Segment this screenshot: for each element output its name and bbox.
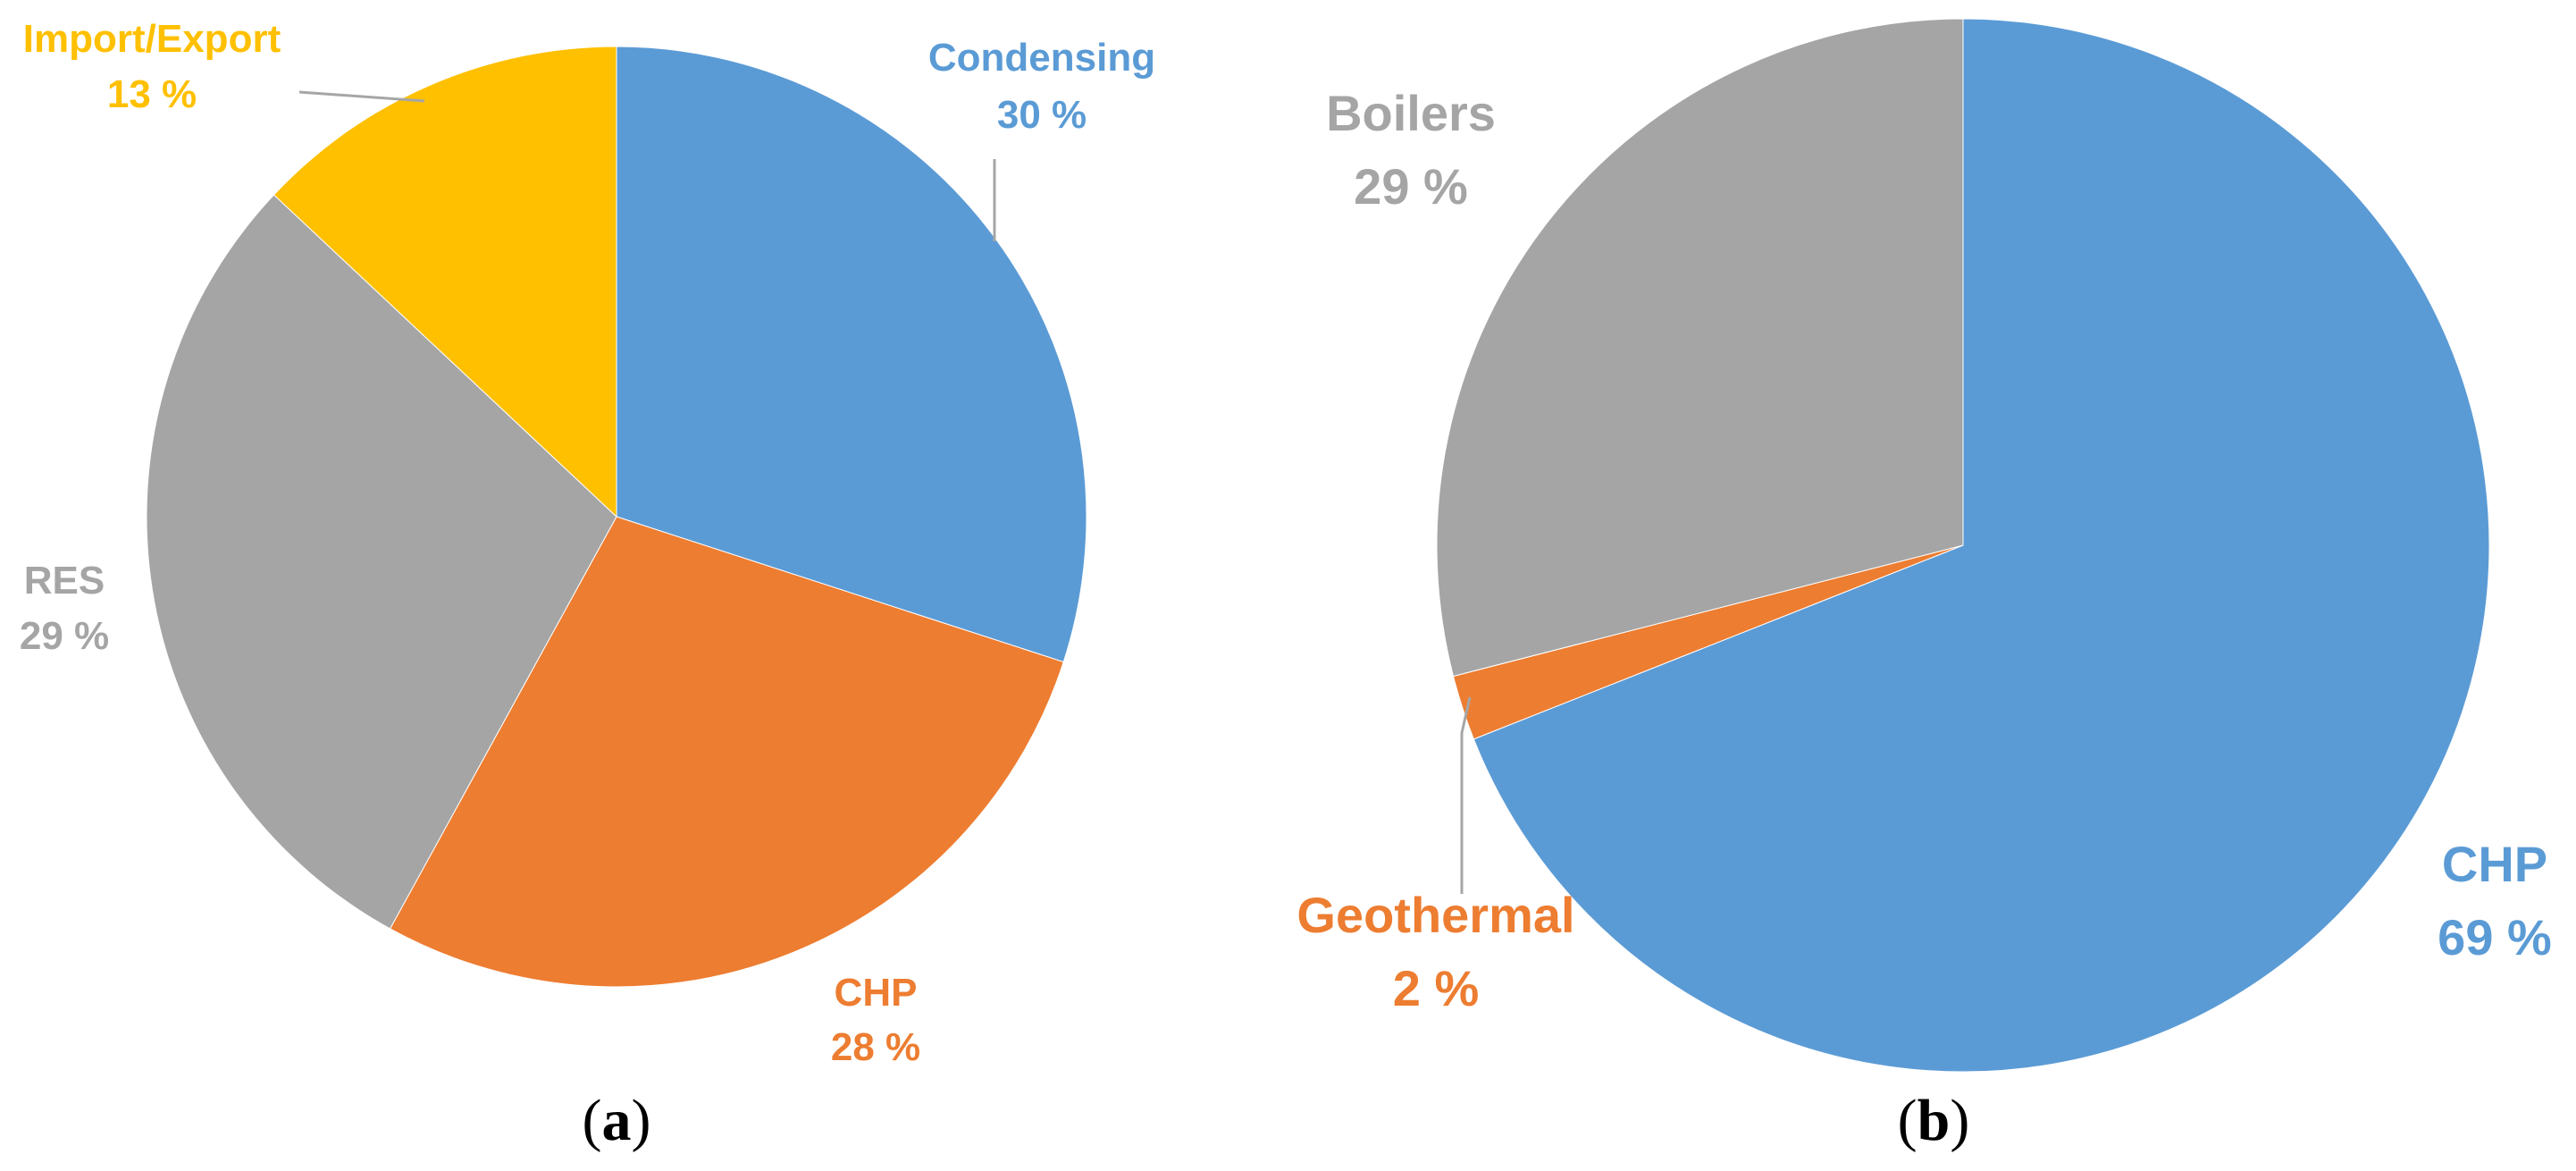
pie-slice-boilers-b <box>1436 18 1964 678</box>
pie-a-leader-lines <box>298 90 996 241</box>
pie-b-labels: CHP 69 % Geothermal 2 % Boilers 29 % <box>1296 85 2551 1016</box>
pie-b-slices <box>1436 18 2490 1073</box>
pie-slice-chp-b <box>1473 18 2490 1073</box>
panel-letter-b: b <box>1917 1088 1951 1153</box>
slice-value-chp-a: 28 % <box>831 1025 920 1069</box>
leader-line-import-export <box>298 90 425 103</box>
slice-label-condensing: Condensing <box>928 36 1155 80</box>
pie-b-leader-lines <box>1460 696 1472 894</box>
pie-slice-import-export-a <box>273 46 617 518</box>
pie-chart-a: Condensing 30 % CHP 28 % RES 29 % Import… <box>20 17 1155 1153</box>
panel-caption-b: (b) <box>1898 1088 1970 1153</box>
slice-label-chp-b: CHP <box>2442 836 2547 892</box>
slice-label-res: RES <box>24 559 105 602</box>
slice-value-condensing: 30 % <box>997 93 1087 137</box>
leader-line-geothermal <box>1460 696 1472 894</box>
slice-value-chp-b: 69 % <box>2438 909 2552 965</box>
slice-label-chp-a: CHP <box>835 971 918 1015</box>
pie-chart-b: CHP 69 % Geothermal 2 % Boilers 29 % (b) <box>1296 18 2552 1153</box>
panel-letter-a: a <box>602 1088 632 1153</box>
panel-caption-a: (a) <box>583 1088 651 1153</box>
pie-slice-condensing-a <box>616 46 1087 663</box>
slice-value-geothermal: 2 % <box>1393 960 1480 1016</box>
slice-label-import-export: Import/Export <box>23 17 281 61</box>
pie-slice-chp-a <box>389 516 1064 988</box>
pie-a-labels: Condensing 30 % CHP 28 % RES 29 % Import… <box>20 17 1155 1069</box>
slice-label-geothermal: Geothermal <box>1296 887 1574 943</box>
pie-a-slices <box>146 46 1087 988</box>
slice-label-boilers: Boilers <box>1326 85 1496 141</box>
slice-value-boilers: 29 % <box>1354 158 1468 215</box>
slice-value-import-export: 13 % <box>107 72 197 116</box>
slice-value-res: 29 % <box>20 614 109 658</box>
pie-slice-res-a <box>146 194 617 930</box>
